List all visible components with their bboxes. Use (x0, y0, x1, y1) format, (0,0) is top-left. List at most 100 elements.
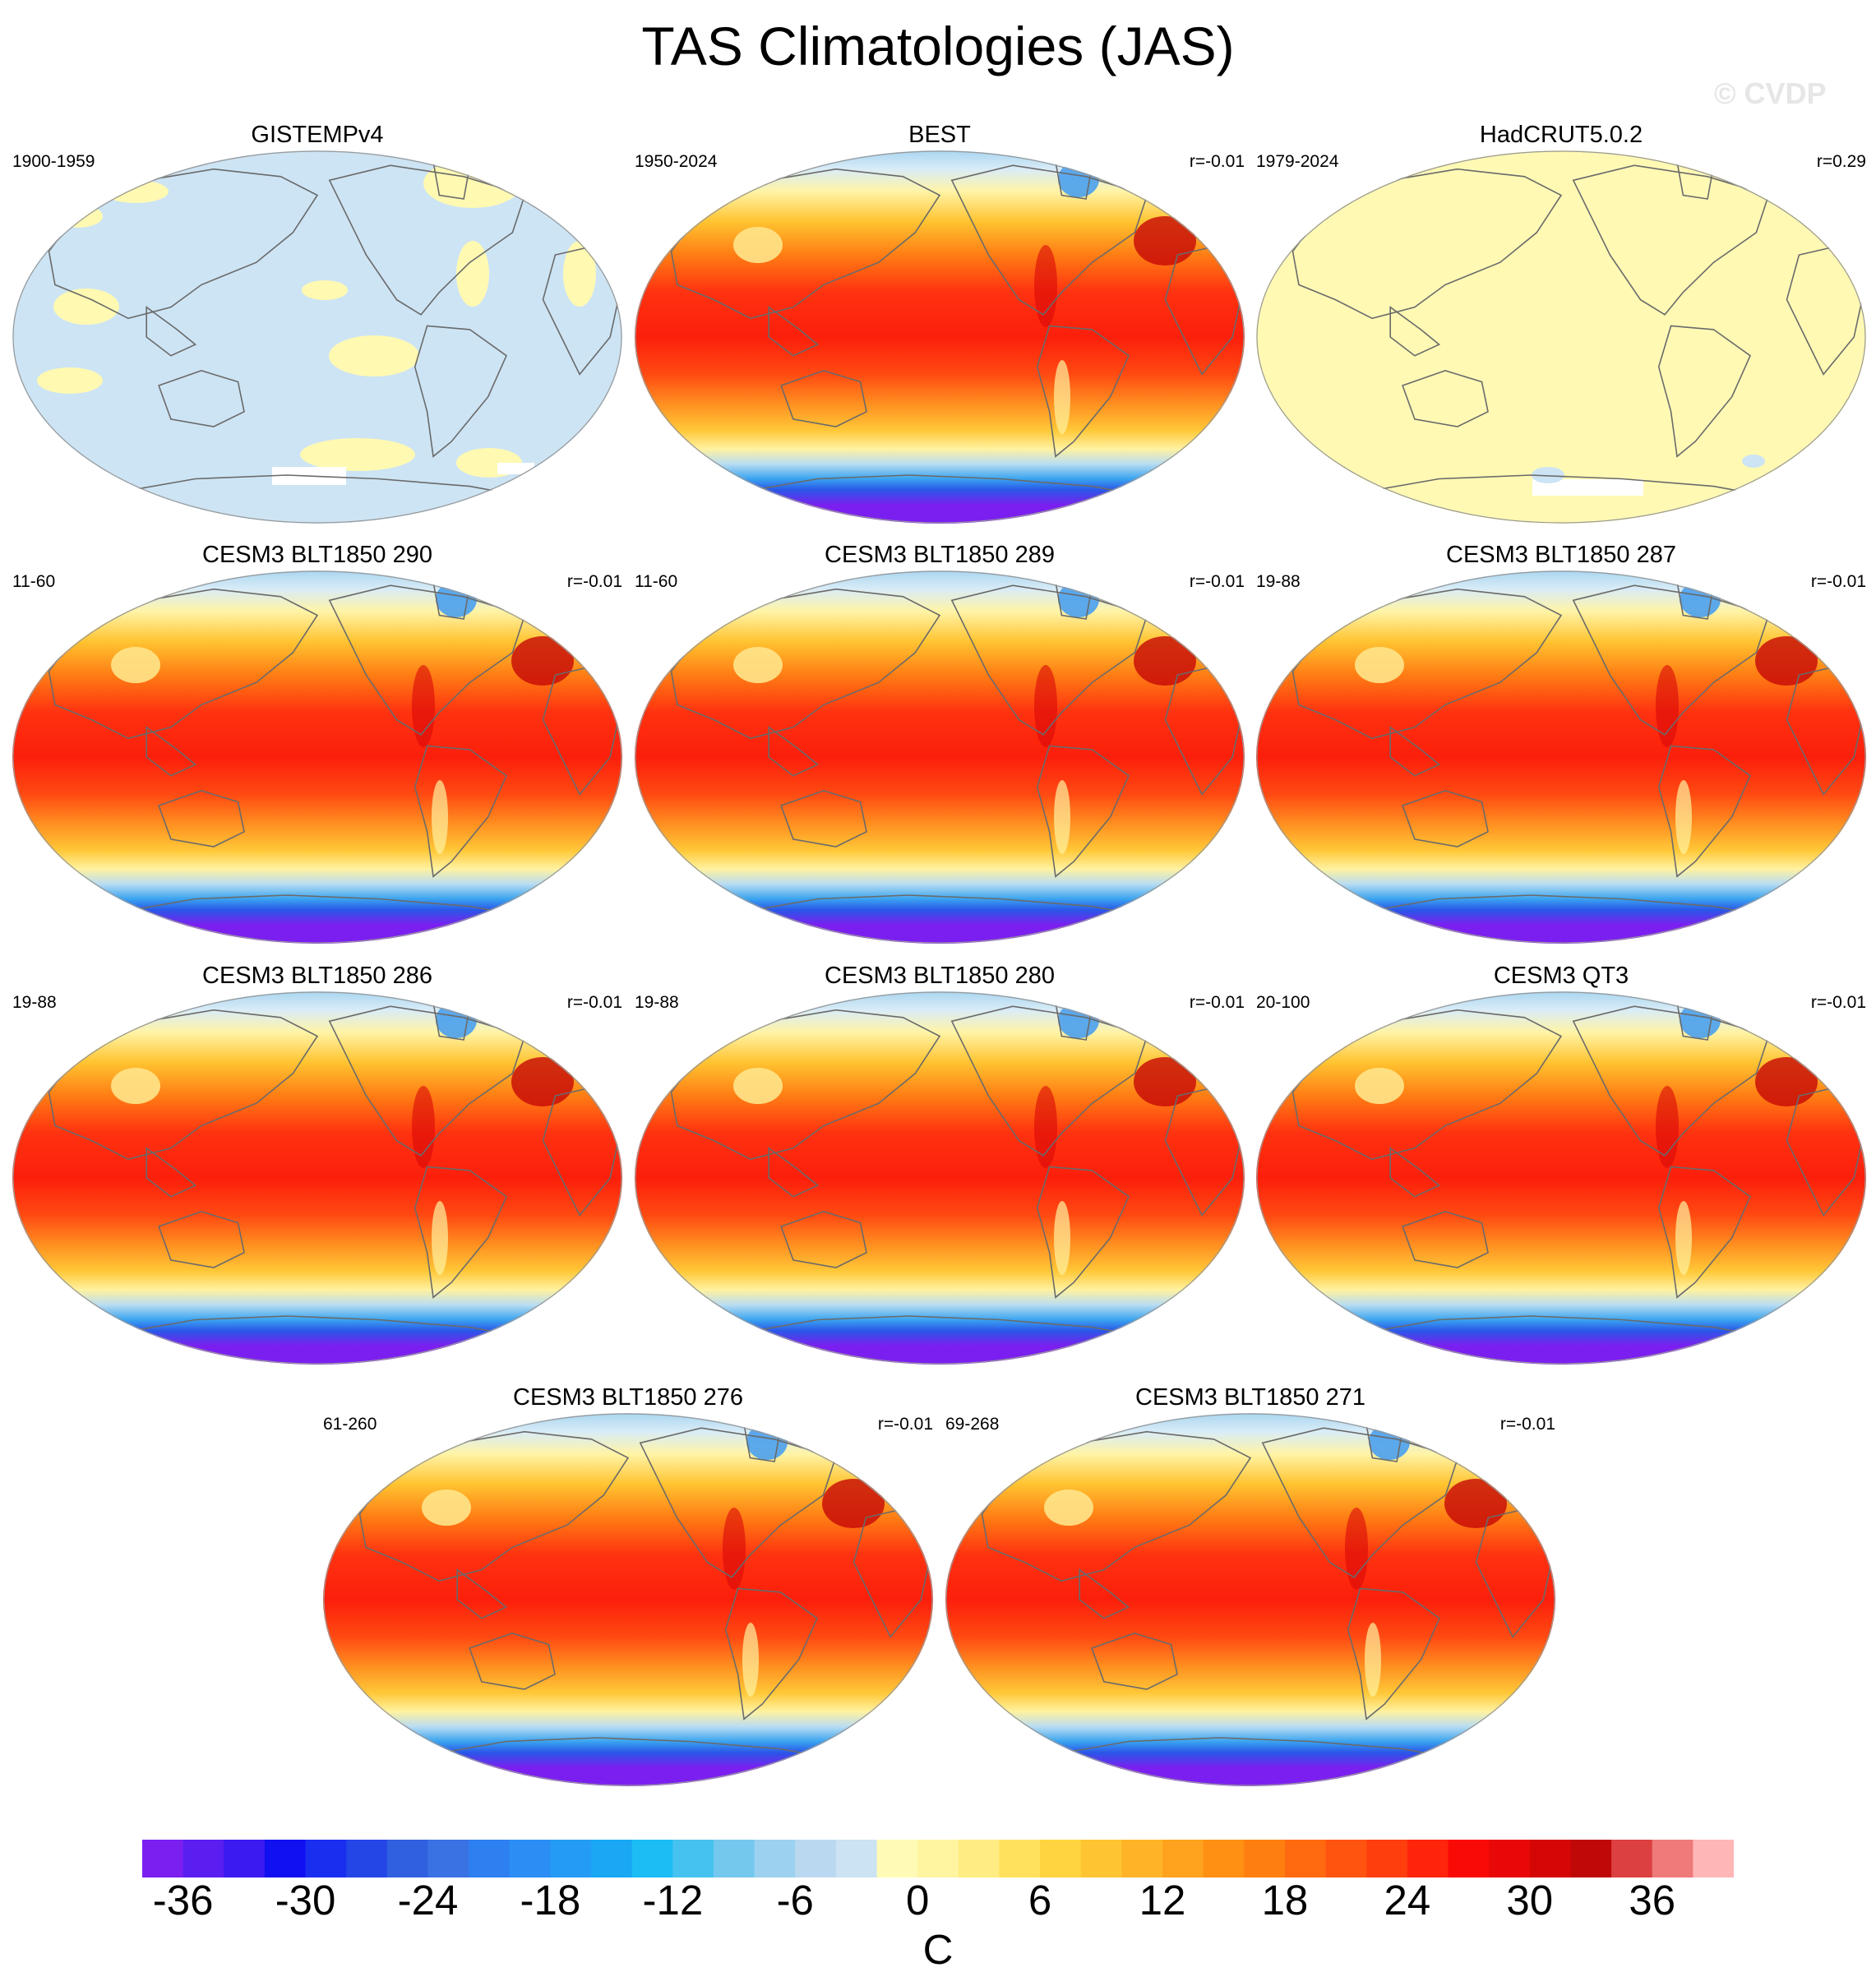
coastline (724, 1587, 818, 1720)
coastline (732, 1315, 1153, 1339)
coastline (109, 1315, 531, 1339)
coastline (414, 325, 507, 458)
page-title: TAS Climatologies (JAS) (641, 16, 1235, 76)
colorbar-tick-label: 18 (1261, 1877, 1309, 1924)
temperature-map (945, 1413, 1555, 1786)
map-panel: CESM3 BLT1850 280 19-88 r=-0.01 (635, 962, 1245, 1365)
colorbar-swatch (1652, 1840, 1693, 1877)
coastline (768, 726, 820, 777)
panel-title: CESM3 BLT1850 287 (1446, 542, 1676, 568)
colorbar-swatch (754, 1840, 796, 1877)
coastline (1036, 1166, 1130, 1299)
map-panel: CESM3 BLT1850 287 19-88 r=-0.01 (1256, 541, 1866, 944)
map-panel: CESM3 QT3 20-100 r=-0.01 (1256, 962, 1866, 1365)
coastline (780, 1211, 867, 1268)
coastline (780, 370, 867, 427)
coastline (1389, 306, 1441, 357)
colorbar-swatch (1407, 1840, 1449, 1877)
map-panel: CESM3 BLT1850 271 69-268 r=-0.01 (945, 1383, 1555, 1786)
colorbar-swatch (1448, 1840, 1490, 1877)
colorbar-tick-label: 30 (1506, 1877, 1554, 1924)
coastline (1657, 325, 1751, 458)
colorbar-swatch (631, 1840, 673, 1877)
coastline (158, 790, 245, 848)
coastline (1572, 584, 1770, 736)
coastline (1572, 164, 1770, 316)
coastline (1402, 1211, 1489, 1268)
coastline (1347, 1587, 1440, 1720)
coastline (158, 1211, 245, 1268)
panel-correlation: r=-0.01 (1810, 572, 1866, 591)
panel-title: CESM3 BLT1850 280 (825, 963, 1055, 989)
panel-period: 19-88 (1256, 572, 1301, 591)
coastline (328, 584, 526, 736)
coastline (768, 306, 820, 357)
panel-period: 1900-1959 (12, 152, 95, 171)
panel-period: 61-260 (323, 1415, 377, 1434)
panel-title: CESM3 BLT1850 271 (1135, 1384, 1365, 1411)
colorbar-swatch (1203, 1840, 1245, 1877)
colorbar-swatch (305, 1840, 347, 1877)
colorbar-swatch (1489, 1840, 1531, 1877)
colorbar-swatch (1284, 1840, 1327, 1877)
panel-period: 19-88 (635, 993, 679, 1012)
panel-period: 1979-2024 (1256, 152, 1339, 171)
coastline (732, 474, 1153, 498)
colorbar-swatch (835, 1840, 878, 1877)
coastline (469, 1633, 556, 1690)
map-panel: GISTEMPv4 1900-1959 (12, 121, 622, 524)
map-border (945, 1413, 1555, 1786)
coastline (1091, 1633, 1178, 1690)
coastline (146, 1147, 197, 1198)
temperature-map (1256, 570, 1866, 944)
colorbar-swatch (1121, 1840, 1163, 1877)
colorbar-swatch (1611, 1840, 1653, 1877)
panel-period: 20-100 (1256, 993, 1310, 1012)
panel-correlation: r=0.29 (1816, 152, 1866, 171)
coastline (1657, 745, 1751, 878)
colorbar-swatch (264, 1840, 307, 1877)
colorbar-swatch (427, 1840, 469, 1877)
colorbar-tick-label: 6 (1028, 1877, 1052, 1924)
colorbar-swatch (1162, 1840, 1204, 1877)
colorbar-swatch (224, 1840, 266, 1877)
map-border (1256, 570, 1866, 944)
coastline (780, 790, 867, 848)
colorbar-swatch (713, 1840, 755, 1877)
coastline (639, 1427, 837, 1578)
colorbar-tick-label: -6 (776, 1877, 814, 1924)
map-border (1256, 150, 1866, 524)
coastline (1036, 325, 1130, 458)
map-border (1256, 991, 1866, 1365)
coastline (109, 474, 531, 498)
panel-period: 69-268 (945, 1415, 1000, 1434)
coastline (414, 1166, 507, 1299)
panel-correlation: r=-0.01 (1189, 993, 1245, 1012)
colorbar-swatch (672, 1840, 714, 1877)
panel-period: 11-60 (635, 572, 678, 591)
colorbar-swatch (1325, 1840, 1367, 1877)
panel-correlation: r=-0.01 (566, 572, 622, 591)
panel-title: CESM3 BLT1850 286 (202, 963, 432, 989)
colorbar-swatch (550, 1840, 592, 1877)
colorbar-swatch (346, 1840, 388, 1877)
colorbar-tick-label: 12 (1139, 1877, 1186, 1924)
colorbar-swatch (917, 1840, 959, 1877)
coastline (1402, 370, 1489, 427)
panel-period: 11-60 (12, 572, 56, 591)
coastline (1402, 790, 1489, 848)
colorbar-swatch (1570, 1840, 1612, 1877)
coastline (1657, 1166, 1751, 1299)
temperature-map (323, 1413, 933, 1786)
map-panel: CESM3 BLT1850 289 11-60 r=-0.01 (635, 541, 1245, 944)
temperature-map (12, 570, 622, 944)
colorbar-swatch (958, 1840, 1000, 1877)
panel-title: GISTEMPv4 (251, 122, 384, 148)
coastline (1572, 1005, 1770, 1157)
map-border (635, 570, 1245, 944)
coastline (768, 1147, 820, 1198)
map-border (635, 991, 1245, 1365)
colorbar-swatch (509, 1840, 551, 1877)
map-panel: CESM3 BLT1850 286 19-88 r=-0.01 (12, 962, 622, 1365)
map-panel: BEST 1950-2024 r=-0.01 (635, 121, 1245, 524)
